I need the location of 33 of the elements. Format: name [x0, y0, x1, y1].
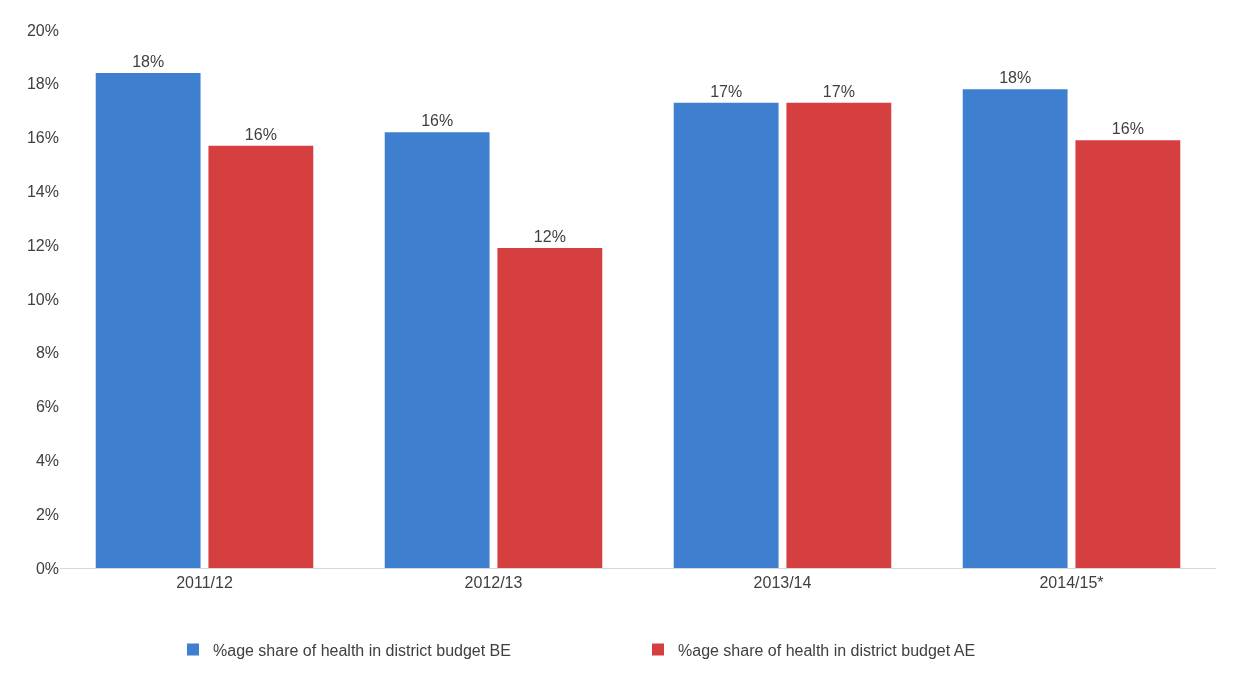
- bar: [384, 132, 490, 568]
- data-label: 16%: [421, 112, 454, 130]
- y-tick-label: 12%: [26, 236, 59, 254]
- x-tick-label: 2014/15*: [1039, 574, 1104, 592]
- bar: [786, 102, 892, 568]
- y-tick-label: 6%: [35, 398, 59, 416]
- bar: [1075, 140, 1181, 568]
- bar: [208, 145, 314, 568]
- legend-label: %age share of health in district budget BE: [213, 641, 511, 659]
- x-tick-label: 2013/14: [753, 574, 812, 592]
- y-tick-label: 18%: [26, 75, 59, 93]
- y-tick-label: 8%: [35, 344, 59, 362]
- y-tick-label: 20%: [26, 21, 59, 39]
- y-tick-label: 2%: [35, 505, 59, 523]
- x-tick-label: 2011/12: [176, 574, 233, 592]
- data-label: 16%: [244, 125, 277, 143]
- bar: [673, 102, 779, 568]
- data-label: 17%: [710, 82, 743, 100]
- data-label: 16%: [1111, 120, 1144, 138]
- x-tick-label: 2012/13: [464, 574, 523, 592]
- y-tick-label: 0%: [35, 559, 59, 577]
- data-label: 18%: [999, 69, 1032, 87]
- y-tick-label: 14%: [26, 183, 59, 200]
- legend-label: %age share of health in district budget AE: [678, 641, 976, 659]
- y-tick-label: 16%: [26, 129, 59, 147]
- data-label: 12%: [533, 227, 566, 245]
- y-tick-label: 4%: [35, 452, 59, 469]
- y-tick-label: 10%: [26, 290, 59, 308]
- bar: [962, 89, 1068, 568]
- data-label: 18%: [132, 53, 165, 71]
- bar: [95, 73, 201, 568]
- bar: [497, 247, 603, 568]
- data-label: 17%: [822, 82, 855, 100]
